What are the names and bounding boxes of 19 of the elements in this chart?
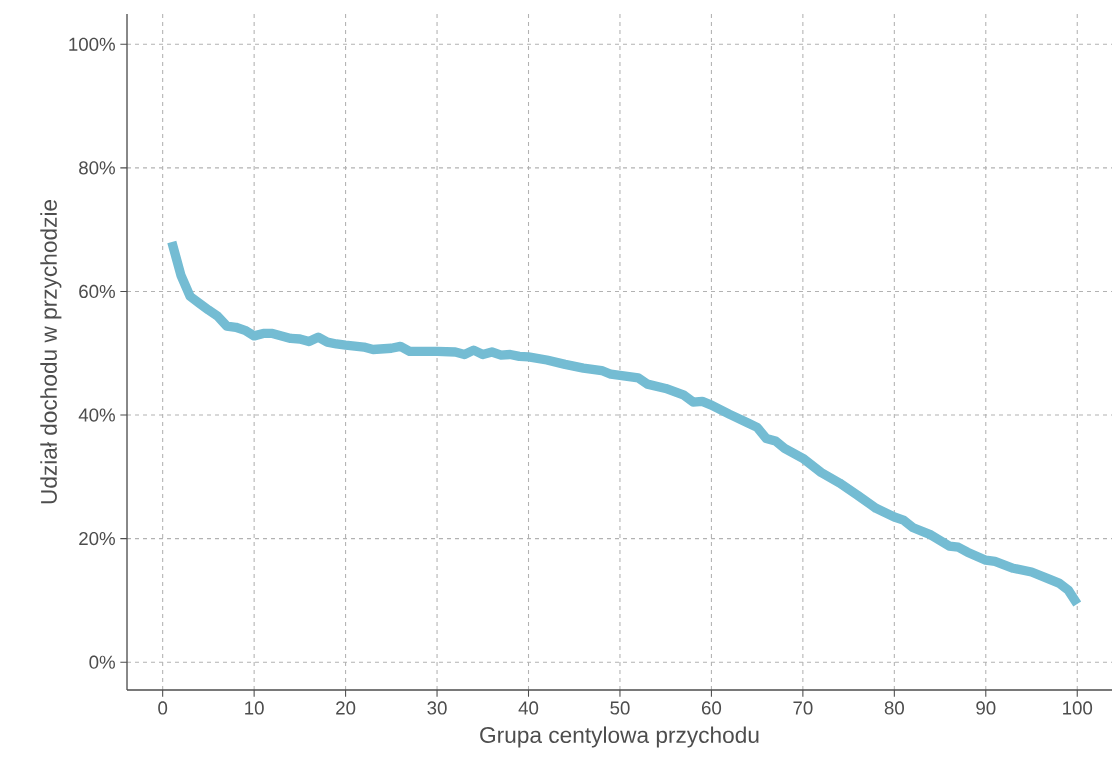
x-tick-label: 50 — [610, 701, 630, 715]
y-tick-label: 80% — [79, 161, 115, 175]
y-tick-label: 60% — [79, 284, 115, 299]
x-tick-label: 80 — [884, 701, 904, 715]
x-tick-label: 100 — [1063, 701, 1093, 715]
y-axis-title: Udział dochodu w przychodzie — [40, 199, 62, 504]
x-tick-label: 20 — [336, 701, 356, 715]
x-tick-label: 60 — [701, 701, 722, 715]
y-tick-label: 0% — [89, 655, 115, 669]
x-axis-title: Grupa centylowa przychodu — [480, 726, 759, 748]
x-tick-label: 70 — [793, 701, 813, 715]
x-tick-label: 10 — [245, 701, 264, 715]
y-tick-label: 100% — [69, 37, 115, 51]
x-tick-label: 30 — [427, 701, 447, 715]
x-tick-label: 90 — [976, 701, 996, 715]
x-tick-label: 40 — [518, 701, 539, 715]
y-tick-label: 40% — [78, 408, 115, 422]
x-tick-label: 0 — [158, 701, 168, 715]
y-tick-label: 20% — [79, 531, 115, 546]
